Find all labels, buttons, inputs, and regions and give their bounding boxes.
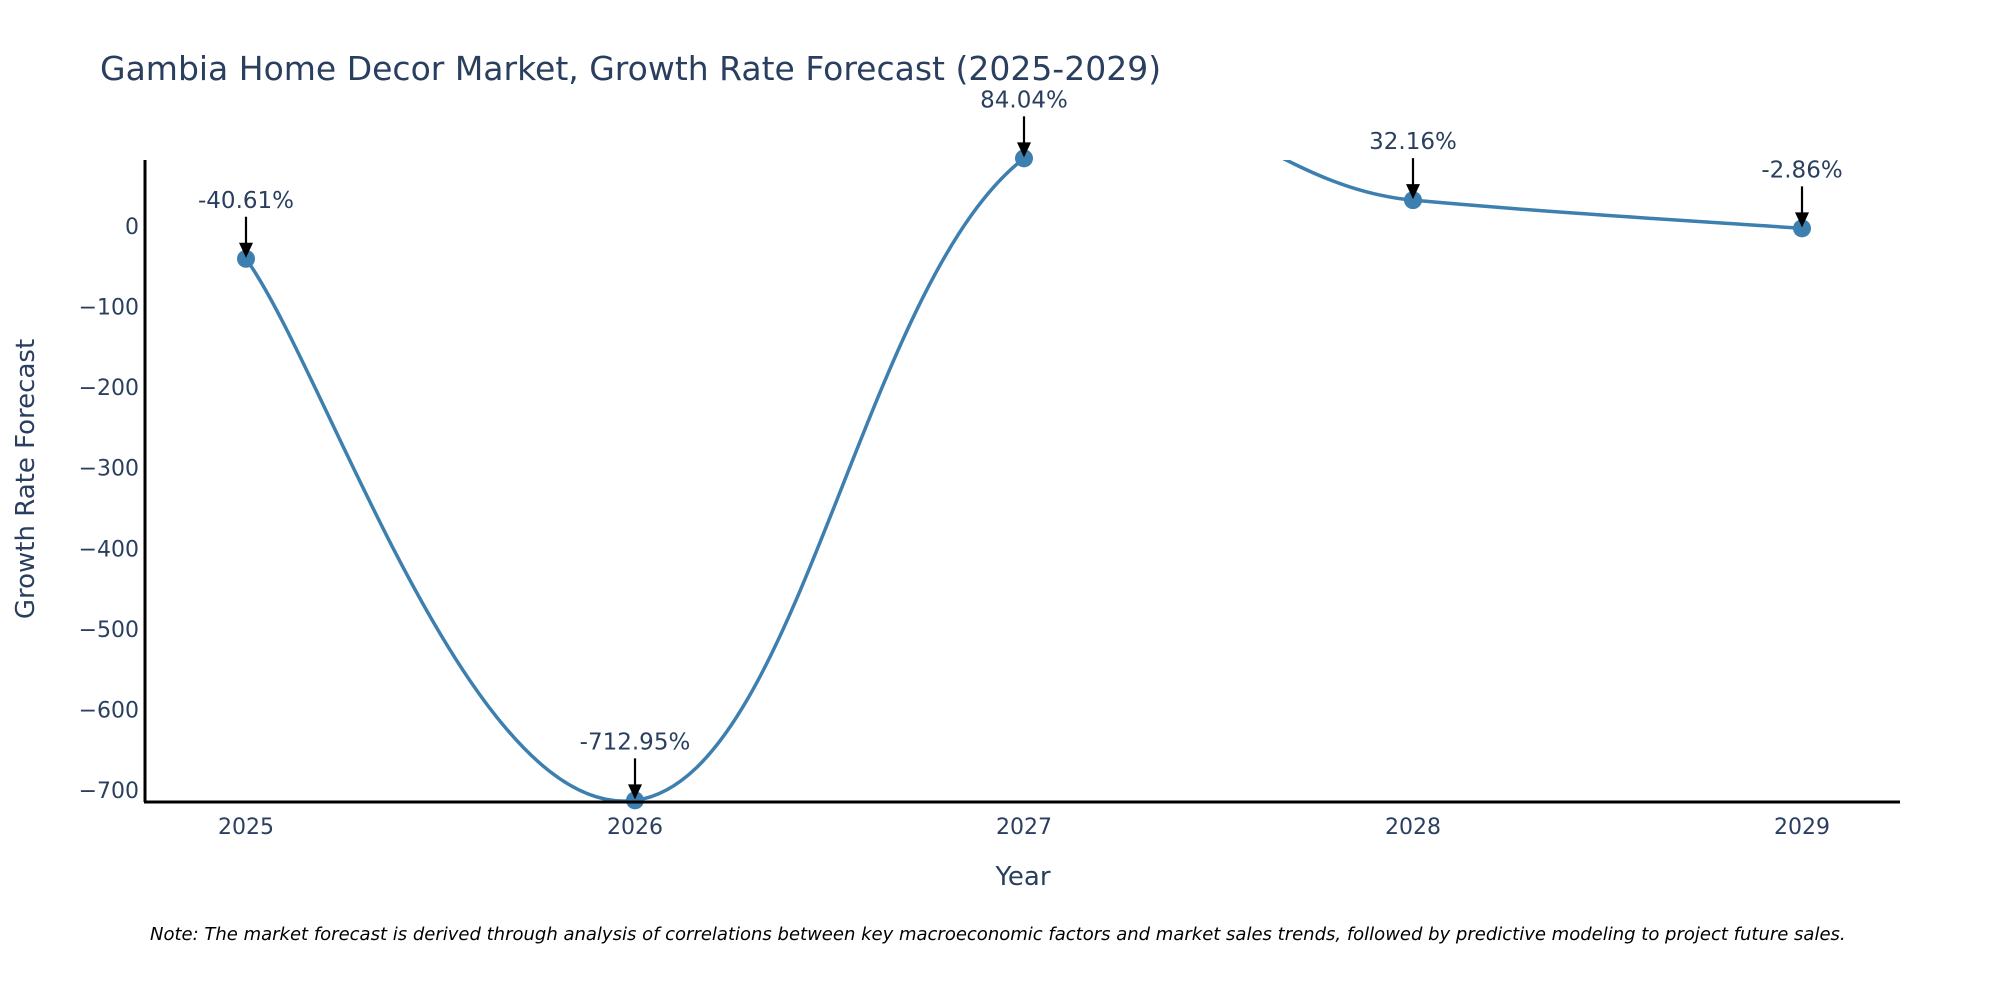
y-tick-layer: 0 −100 −200 −300 −400 −500 −600 −700: [79, 215, 139, 804]
annotation-arrowhead: [1017, 142, 1031, 158]
x-tick-label: 2025: [218, 815, 274, 840]
data-label: -712.95%: [580, 729, 691, 755]
y-tick-label: −300: [79, 457, 139, 482]
y-tick-label: 0: [125, 215, 139, 240]
x-tick-layer: 2025 2026 2027 2028 2029: [218, 815, 1830, 840]
x-tick-label: 2029: [1774, 815, 1830, 840]
y-tick-label: −700: [79, 779, 139, 804]
data-label: -2.86%: [1761, 157, 1842, 183]
data-point: [237, 249, 255, 268]
annotation-arrowhead: [1795, 212, 1809, 228]
y-tick-label: −400: [79, 537, 139, 562]
series-layer: [244, 160, 1803, 802]
data-point: [1404, 191, 1422, 210]
data-point: [1015, 149, 1033, 168]
x-tick-label: 2027: [996, 815, 1052, 840]
annotation-layer: -40.61% -712.95% 84.04% 32.16% -2.86%: [198, 87, 1843, 800]
data-point: [626, 791, 644, 810]
y-tick-label: −500: [79, 618, 139, 643]
x-axis-title: Year: [994, 862, 1050, 892]
data-label: 84.04%: [980, 87, 1068, 113]
chart-note: Note: The market forecast is derived thr…: [150, 924, 1846, 945]
annotation-arrowhead: [239, 242, 253, 258]
x-tick-label: 2026: [607, 815, 663, 840]
annotation-arrowhead: [1406, 184, 1420, 200]
x-tick-label: 2028: [1385, 815, 1441, 840]
series-line: [244, 160, 1803, 802]
marker-layer: [237, 149, 1811, 810]
chart-title: Gambia Home Decor Market, Growth Rate Fo…: [100, 49, 1161, 88]
data-point: [1793, 219, 1811, 238]
data-label: -40.61%: [198, 188, 294, 214]
y-tick-label: −200: [79, 376, 139, 401]
annotation-arrowhead: [628, 784, 642, 800]
data-label: 32.16%: [1369, 129, 1457, 155]
y-tick-label: −600: [79, 698, 139, 723]
y-tick-label: −100: [79, 296, 139, 321]
y-axis-title: Growth Rate Forecast: [11, 339, 41, 619]
